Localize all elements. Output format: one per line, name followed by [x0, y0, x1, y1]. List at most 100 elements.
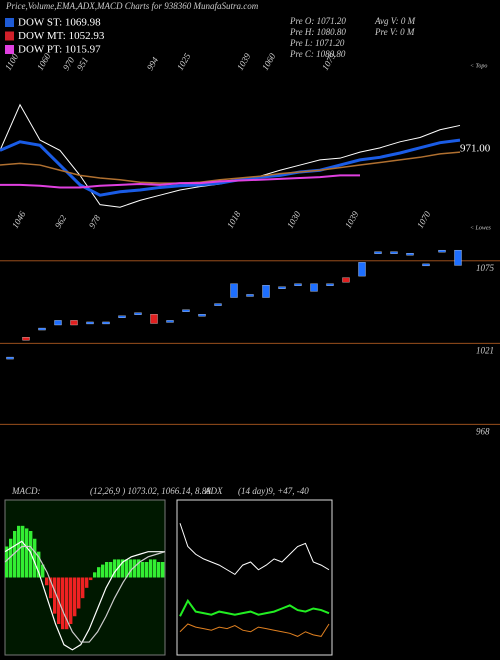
macd-subtitle: (12,26,9 ) 1073.02, 1066.14, 8.88: [90, 486, 211, 496]
candle: [102, 321, 110, 325]
info-label: Pre C: 1080.80: [289, 49, 346, 59]
histogram-bar: [81, 577, 85, 599]
legend-label: DOW MT: 1052.93: [18, 30, 105, 42]
legend-label: DOW PT: 1015.97: [18, 44, 101, 56]
candle: [54, 320, 62, 326]
histogram-bar: [161, 562, 165, 578]
adx-line: [179, 623, 330, 637]
info-label: Pre V: 0 M: [374, 27, 415, 37]
candle: [166, 320, 174, 323]
candle: [374, 251, 382, 254]
candle: [262, 285, 270, 298]
candle: [294, 283, 302, 286]
bottom-label: 1070: [415, 209, 433, 230]
histogram-bar: [53, 577, 57, 614]
legend-label: DOW ST: 1069.98: [18, 17, 101, 29]
candle: [38, 327, 46, 331]
histogram-bar: [5, 546, 9, 578]
info-label: Pre L: 1071.20: [289, 38, 345, 48]
histogram-bar: [101, 564, 105, 578]
histogram-bar: [129, 559, 133, 578]
candle: [118, 315, 126, 318]
macd-line: [4, 540, 165, 651]
candle: [438, 249, 446, 253]
price-line: [0, 151, 461, 184]
macd-line: [4, 545, 166, 643]
histogram-bar: [37, 551, 41, 578]
bottom-label: 1046: [10, 209, 28, 230]
candle: [422, 263, 430, 267]
histogram-bar: [97, 567, 101, 578]
top-label: 970: [61, 55, 77, 72]
histogram-bar: [125, 559, 129, 578]
histogram-bar: [113, 559, 117, 578]
legend-swatch: [5, 45, 14, 54]
candle: [390, 251, 398, 254]
histogram-bar: [89, 577, 93, 581]
candle: [230, 283, 238, 298]
candle: [86, 321, 94, 325]
histogram-bar: [141, 562, 145, 578]
histogram-bar: [85, 577, 89, 588]
candle: [134, 312, 142, 315]
histogram-bar: [45, 577, 49, 586]
histogram-bar: [73, 577, 77, 617]
candle: [150, 314, 158, 324]
histogram-bar: [149, 559, 153, 578]
chart-title: Price,Volume,EMA,ADX,MACD Charts for 938…: [5, 1, 259, 11]
adx-line: [179, 598, 330, 617]
histogram-bar: [61, 577, 65, 630]
top-label: 1025: [175, 51, 193, 72]
histogram-bar: [109, 562, 113, 578]
histogram-bar: [21, 525, 25, 578]
candle: [454, 249, 462, 266]
candle: [246, 294, 254, 297]
histogram-bar: [137, 559, 141, 578]
candle: [342, 277, 350, 283]
top-label: 994: [145, 55, 161, 72]
candle: [198, 314, 206, 317]
histogram-bar: [157, 562, 161, 578]
candle: [22, 337, 30, 341]
y-tick-label: 1075: [476, 263, 495, 273]
candle: [278, 286, 286, 289]
histogram-bar: [133, 559, 137, 578]
histogram-bar: [9, 538, 13, 578]
histogram-bar: [117, 559, 121, 578]
top-label: 1039: [235, 51, 253, 72]
histogram-bar: [25, 528, 29, 578]
candle: [214, 303, 222, 306]
candle: [326, 283, 334, 286]
histogram-bar: [65, 577, 69, 630]
histogram-bar: [13, 531, 17, 578]
info-label: Avg V: 0 M: [374, 16, 416, 26]
price-label: 971.00: [460, 143, 491, 155]
histogram-bar: [17, 525, 21, 578]
histogram-bar: [153, 559, 157, 578]
adx-panel: [176, 499, 333, 656]
histogram-bar: [33, 538, 37, 578]
top-note: < Topo: [470, 63, 487, 69]
bottom-label: 978: [87, 213, 103, 230]
adx-line: [179, 523, 330, 576]
bottom-label: 1039: [343, 209, 361, 230]
info-label: Pre H: 1080.80: [289, 27, 346, 37]
bottom-label: 1018: [225, 209, 243, 230]
candle: [358, 262, 366, 277]
histogram-bar: [77, 577, 81, 609]
top-label: 1060: [260, 51, 278, 72]
bottom-label: 1030: [285, 209, 303, 230]
adx-subtitle: (14 day)9, +47, -40: [238, 486, 309, 496]
legend-swatch: [5, 31, 14, 41]
y-tick-label: 1021: [476, 345, 494, 355]
candle: [406, 253, 414, 256]
histogram-bar: [49, 577, 53, 599]
histogram-bar: [105, 562, 109, 578]
top-label: 951: [75, 55, 90, 72]
histogram-bar: [93, 572, 97, 578]
histogram-bar: [41, 564, 45, 578]
candle: [310, 283, 318, 292]
info-label: Pre O: 1071.20: [289, 16, 346, 26]
histogram-bar: [121, 559, 125, 578]
bottom-note: < Lowes: [470, 225, 492, 231]
